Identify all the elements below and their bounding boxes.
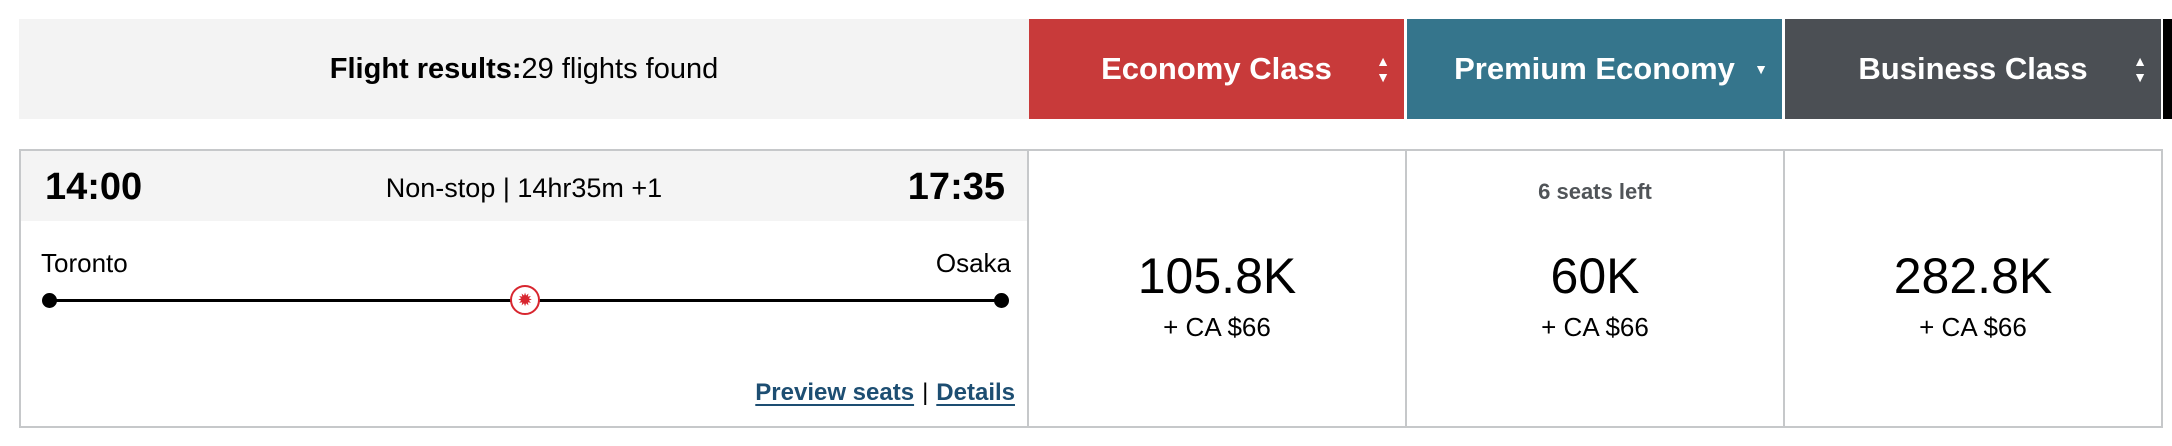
- sort-up-down-icon[interactable]: ▲ ▼: [1376, 53, 1390, 85]
- sort-up-down-icon[interactable]: ▲ ▼: [2133, 53, 2147, 85]
- destination-city: Osaka: [935, 248, 1011, 278]
- sort-down-icon[interactable]: ▼: [1754, 61, 1768, 77]
- seats-left: 6 seats left: [1538, 179, 1652, 204]
- destination-dot: [994, 293, 1009, 308]
- flight-duration: Non-stop | 14hr35m +1: [385, 173, 663, 203]
- results-summary: Flight results: 29 flights found: [19, 19, 1029, 119]
- cabin-label: Business Class: [1858, 51, 2088, 86]
- fare-points: 60K: [1550, 248, 1640, 304]
- results-label: Flight results:: [329, 52, 522, 85]
- flight-links: Preview seats | Details: [755, 379, 1015, 407]
- fare-business[interactable]: 282.8K + CA $66: [1785, 149, 2163, 428]
- arrive-time: 17:35: [907, 166, 1005, 208]
- fare-cash: + CA $66: [1541, 312, 1649, 342]
- fare-cash: + CA $66: [1163, 312, 1271, 342]
- preview-seats-link[interactable]: Preview seats: [755, 379, 915, 406]
- results-count: 29 flights found: [521, 52, 719, 85]
- link-separator: |: [922, 379, 929, 406]
- flight-card: Non-stop | 14hr35m +1 14:00 17:35 Toront…: [19, 149, 1029, 428]
- fare-cash: + CA $66: [1919, 312, 2027, 342]
- cabin-header-economy[interactable]: Economy Class ▲ ▼: [1029, 19, 1404, 119]
- origin-dot: [42, 293, 57, 308]
- fare-premium-economy[interactable]: 6 seats left 60K + CA $66: [1407, 149, 1785, 428]
- maple-leaf-icon: ✹: [510, 285, 540, 315]
- scroll-edge: [2163, 19, 2172, 119]
- fare-points: 282.8K: [1893, 248, 2053, 304]
- cabin-label: Economy Class: [1101, 51, 1332, 86]
- cabin-header-premium-economy[interactable]: Premium Economy ▼: [1407, 19, 1782, 119]
- fare-points: 105.8K: [1137, 248, 1297, 304]
- details-link[interactable]: Details: [936, 379, 1015, 406]
- flight-times-strip: Non-stop | 14hr35m +1 14:00 17:35: [21, 151, 1027, 221]
- fare-economy[interactable]: 105.8K + CA $66: [1029, 149, 1407, 428]
- cabin-label: Premium Economy: [1454, 51, 1735, 86]
- cabin-header-business[interactable]: Business Class ▲ ▼: [1785, 19, 2161, 119]
- depart-time: 14:00: [45, 166, 143, 208]
- origin-city: Toronto: [41, 248, 128, 278]
